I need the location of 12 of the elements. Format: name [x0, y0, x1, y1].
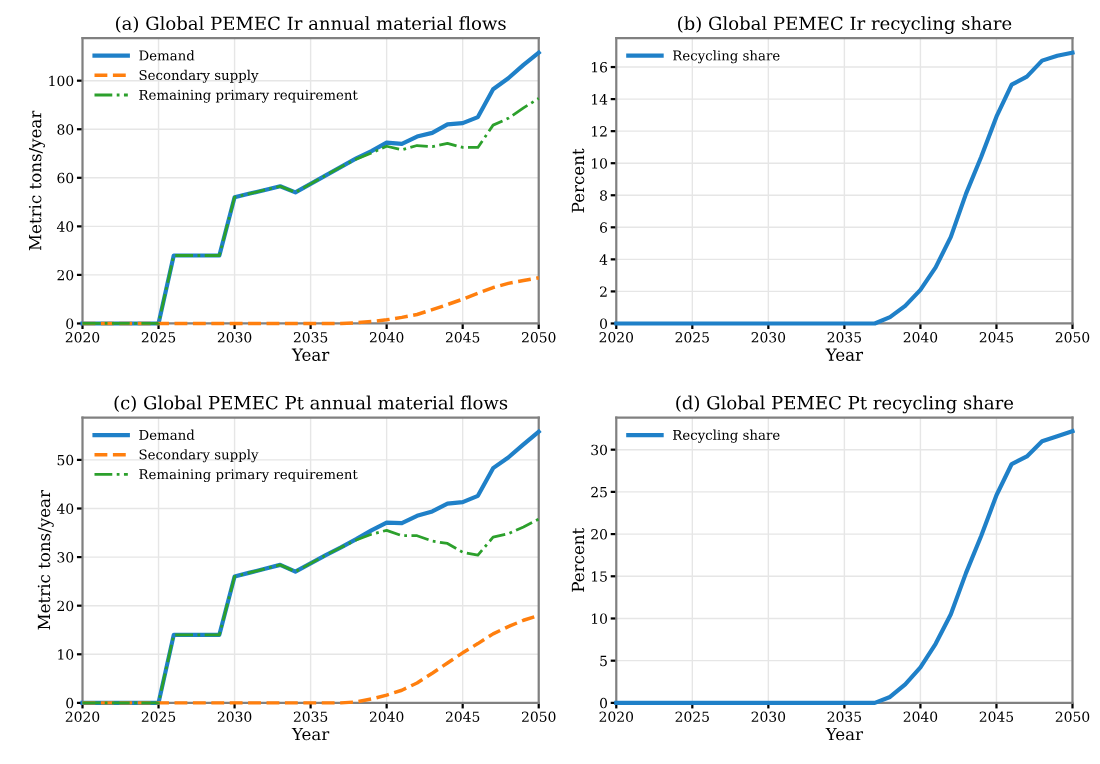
x-axis-title: Year	[291, 727, 330, 741]
chart-title: (a) Global PEMEC Ir annual material flows	[116, 16, 506, 33]
y-axis-title: Percent	[571, 148, 585, 213]
x-axis-title: Year	[825, 727, 864, 741]
y-axis-title: Metric tons/year	[28, 110, 45, 251]
y-axis-title: Metric tons/year	[37, 490, 54, 630]
x-axis-title: Year	[825, 348, 864, 361]
chart-title: (c) Global PEMEC Pt annual material flows	[114, 395, 508, 413]
x-axis-title: Year	[291, 348, 330, 361]
chart-title: (d) Global PEMEC Pt recycling share	[676, 395, 1014, 414]
chart-title: (b) Global PEMEC Ir recycling share	[678, 16, 1012, 34]
y-axis-title: Percent	[571, 527, 585, 592]
